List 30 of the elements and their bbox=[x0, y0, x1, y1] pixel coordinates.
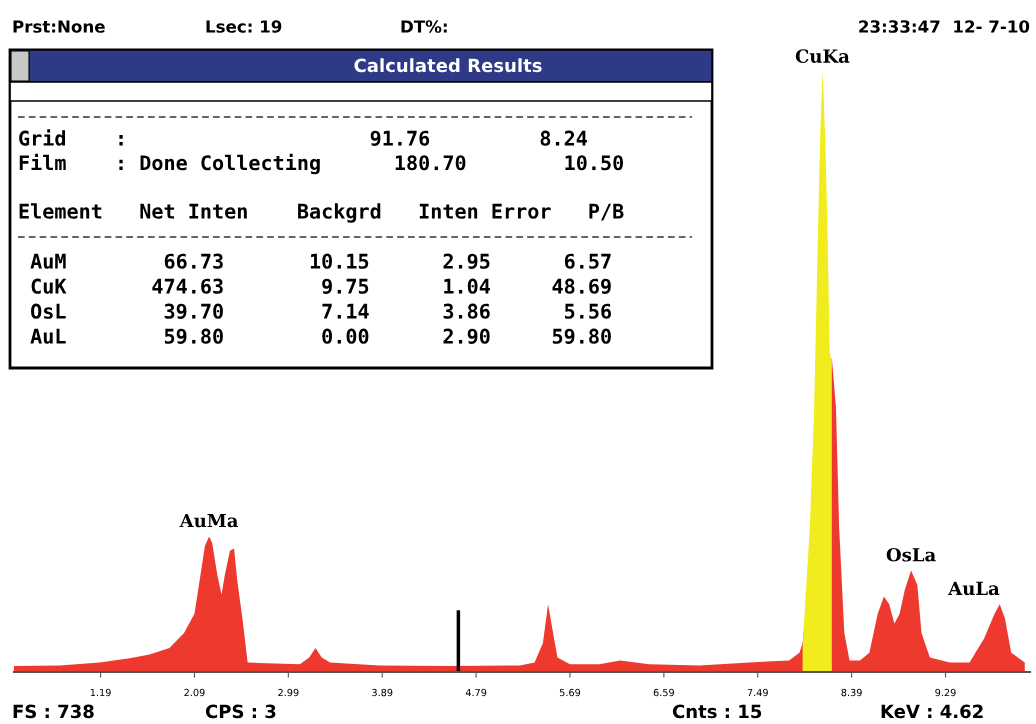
annotation: CuK 474.63 9.75 1.04 48.69 bbox=[31, 278, 611, 294]
annotation: AuL 59.80 0.00 2.90 59.80 bbox=[30, 328, 611, 344]
annotation: AuLa bbox=[948, 581, 1000, 596]
x-tick-label: 3.89 bbox=[372, 688, 393, 697]
text: FS : 738 bbox=[13, 704, 94, 719]
x-tick-label: 6.59 bbox=[653, 688, 674, 697]
annotation: AuMa bbox=[179, 513, 239, 528]
annotation: Calculated Results bbox=[354, 58, 542, 73]
text: CPS : 3 bbox=[205, 704, 276, 719]
text: KeV : 4.62 bbox=[881, 704, 983, 719]
annotation: CuKa bbox=[795, 49, 850, 63]
text: DT%: bbox=[401, 20, 447, 33]
x-tick-label: 9.29 bbox=[935, 688, 956, 697]
annotation: OsL 39.70 7.14 3.86 5.56 bbox=[31, 303, 612, 319]
x-tick-label: 7.49 bbox=[747, 688, 768, 697]
annotation: Film : Done Collecting 180.70 10.50 bbox=[19, 153, 624, 175]
x-tick-label: 2.09 bbox=[184, 688, 205, 697]
annotation: OsLa bbox=[886, 547, 936, 562]
annotation: Grid : 91.76 8.24 bbox=[19, 129, 587, 146]
text: 23:33:47 12- 7-10 bbox=[859, 20, 1030, 33]
text: Prst:None bbox=[13, 20, 105, 33]
x-tick-label: 2.99 bbox=[278, 688, 299, 697]
text: Cnts : 15 bbox=[672, 704, 762, 719]
x-tick-label: 1.19 bbox=[90, 688, 111, 697]
x-tick-label: 4.79 bbox=[465, 688, 487, 697]
text: Lsec: 19 bbox=[206, 20, 282, 33]
x-tick-label: 5.69 bbox=[559, 688, 581, 697]
x-tick-label: 8.39 bbox=[841, 688, 862, 697]
annotation: Element Net Inten Backgrd Inten Error P/B bbox=[19, 203, 624, 223]
annotation: AuM 66.73 10.15 2.95 6.57 bbox=[30, 253, 611, 269]
